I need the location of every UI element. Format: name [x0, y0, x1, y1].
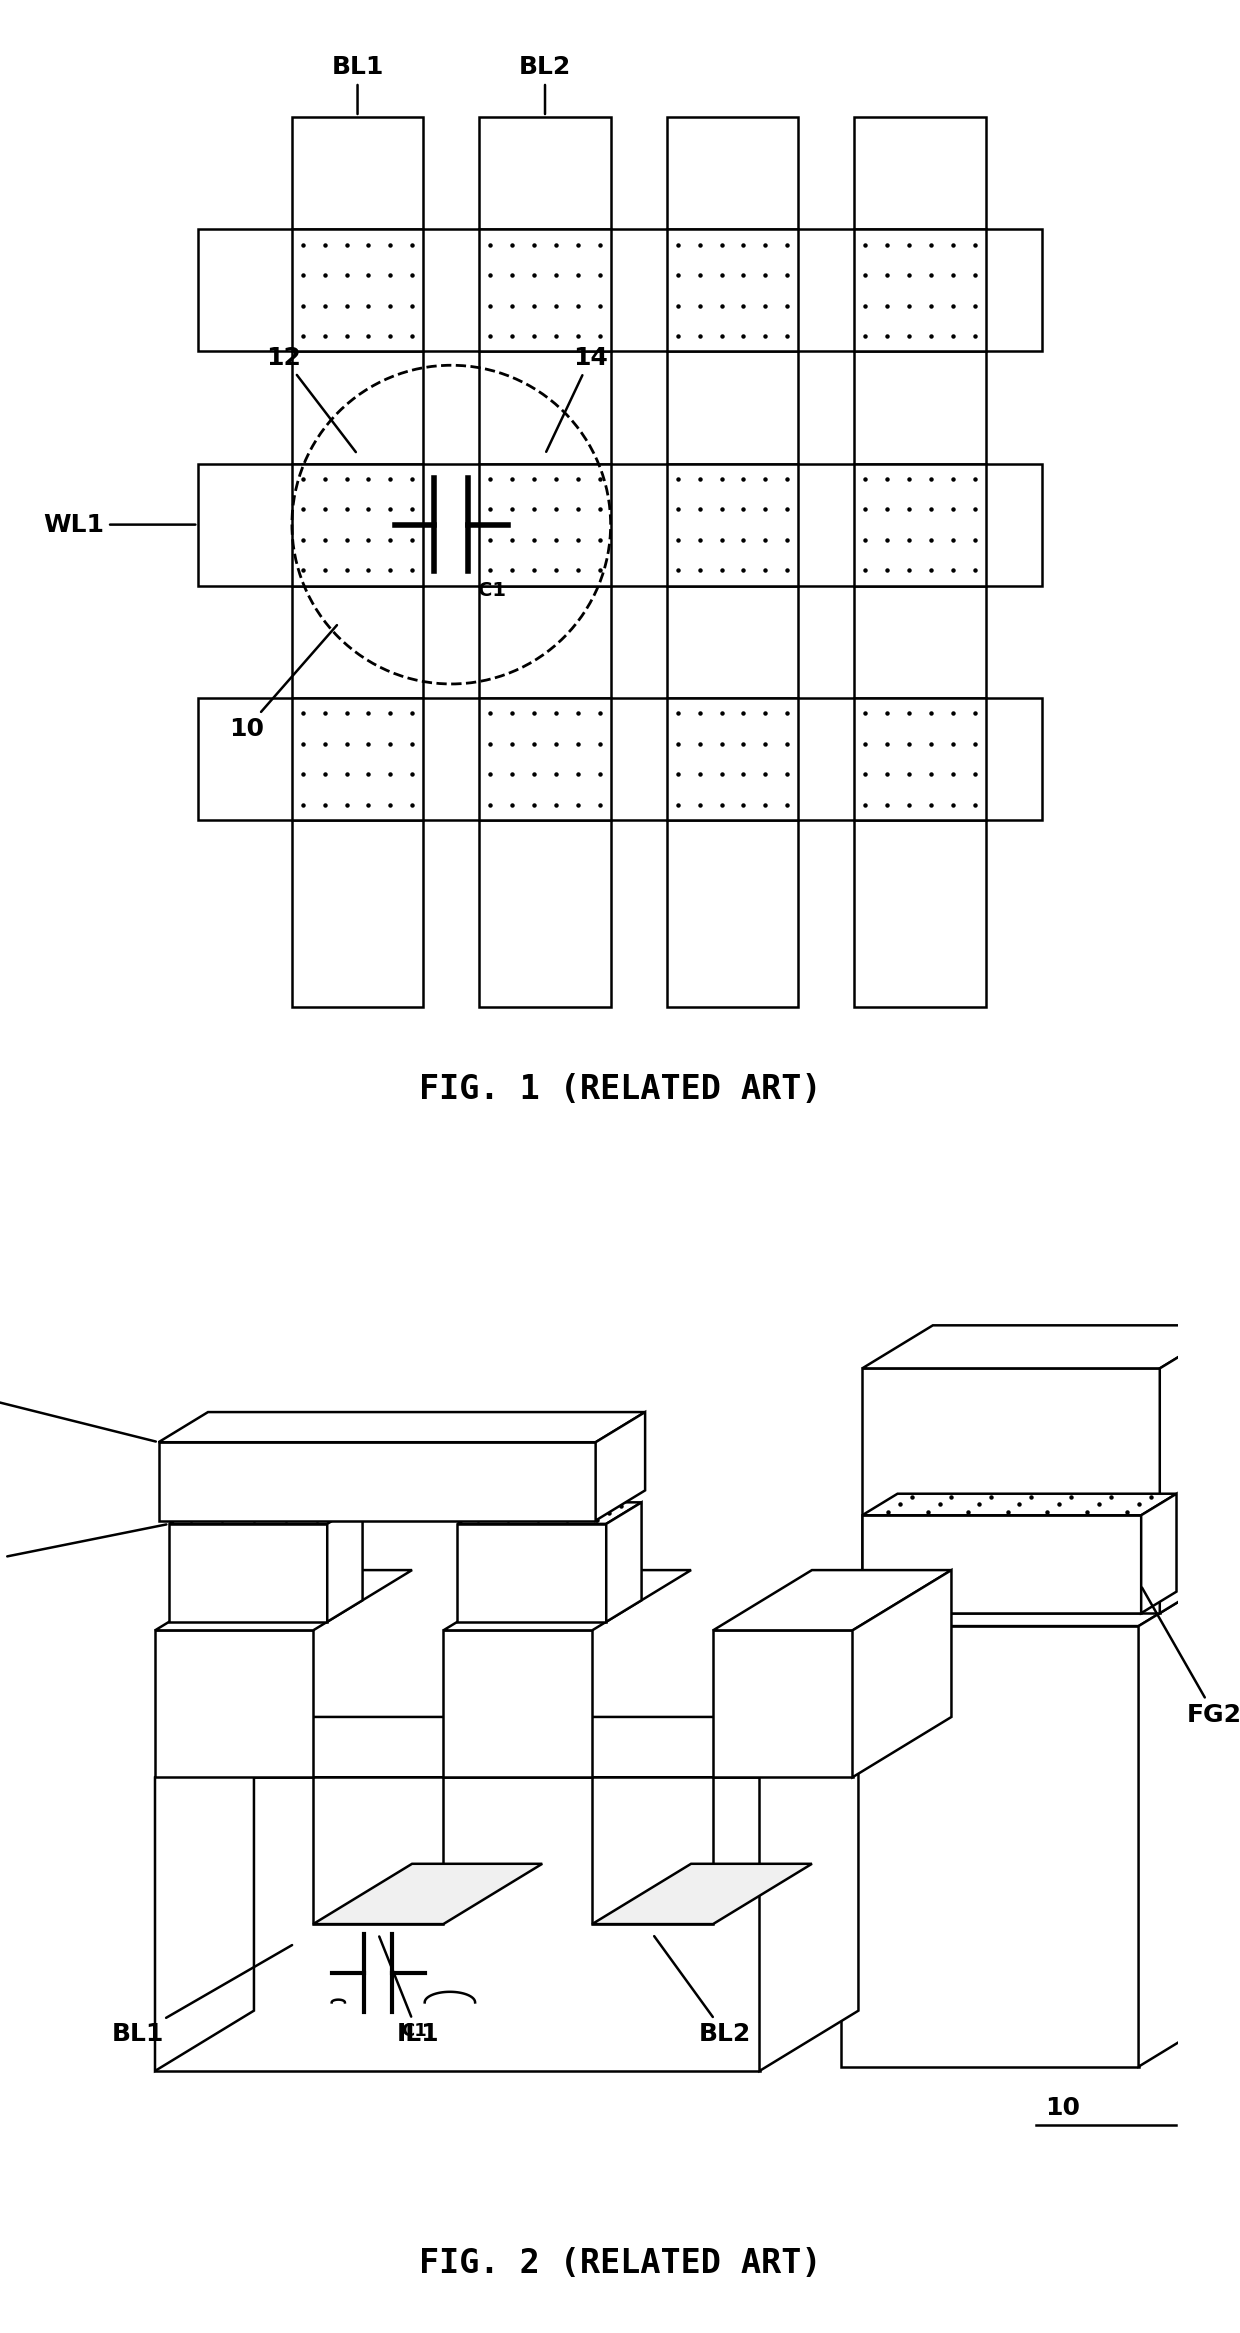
Polygon shape — [312, 1778, 444, 1925]
Polygon shape — [312, 1864, 542, 1925]
Polygon shape — [862, 1493, 1177, 1514]
Polygon shape — [1141, 1493, 1177, 1612]
Polygon shape — [444, 1570, 691, 1631]
Polygon shape — [606, 1502, 641, 1621]
Polygon shape — [759, 1717, 858, 2072]
Bar — [667, 464, 799, 586]
Bar — [291, 229, 423, 352]
Polygon shape — [841, 1626, 1138, 2067]
Bar — [291, 117, 423, 1008]
Text: CG1: CG1 — [0, 1381, 156, 1442]
Text: BL1: BL1 — [112, 1946, 293, 2046]
Polygon shape — [853, 1570, 951, 1778]
Bar — [480, 698, 610, 819]
Polygon shape — [1159, 1325, 1230, 1612]
Polygon shape — [595, 1411, 645, 1521]
Text: FIG. 1 (RELATED ART): FIG. 1 (RELATED ART) — [419, 1073, 821, 1106]
Bar — [291, 464, 423, 586]
Polygon shape — [155, 1778, 759, 2072]
Text: 14: 14 — [546, 345, 608, 453]
Polygon shape — [862, 1369, 1159, 1612]
Bar — [854, 698, 986, 819]
Polygon shape — [841, 1570, 1230, 1626]
Polygon shape — [155, 1570, 412, 1631]
Text: 12: 12 — [267, 345, 356, 453]
Polygon shape — [458, 1502, 641, 1523]
Bar — [854, 117, 986, 1008]
Text: FIG. 2 (RELATED ART): FIG. 2 (RELATED ART) — [419, 2247, 821, 2279]
Polygon shape — [155, 1717, 858, 1778]
Bar — [480, 464, 610, 586]
Text: FG1: FG1 — [0, 1523, 166, 1575]
Polygon shape — [169, 1502, 362, 1523]
Polygon shape — [862, 1514, 1141, 1612]
Text: C1: C1 — [402, 2023, 428, 2039]
Polygon shape — [862, 1325, 1230, 1369]
Text: BL2: BL2 — [655, 1936, 751, 2046]
Polygon shape — [444, 1631, 593, 1778]
Text: WL1: WL1 — [43, 513, 196, 537]
Bar — [854, 229, 986, 352]
Polygon shape — [593, 1864, 812, 1925]
Polygon shape — [327, 1502, 362, 1621]
Polygon shape — [159, 1411, 645, 1442]
Bar — [480, 117, 610, 1008]
Text: C1: C1 — [477, 581, 506, 600]
Bar — [291, 698, 423, 819]
Polygon shape — [713, 1570, 951, 1631]
Polygon shape — [458, 1523, 606, 1621]
Bar — [854, 464, 986, 586]
Text: 10: 10 — [1045, 2095, 1080, 2121]
Text: IL1: IL1 — [379, 1936, 439, 2046]
Text: FG2: FG2 — [1142, 1586, 1240, 1726]
Polygon shape — [155, 1631, 312, 1778]
Bar — [667, 117, 799, 1008]
Bar — [198, 698, 1042, 819]
Polygon shape — [593, 1778, 713, 1925]
Text: BL2: BL2 — [518, 56, 572, 114]
Bar — [198, 464, 1042, 586]
Polygon shape — [713, 1631, 853, 1778]
Polygon shape — [155, 1717, 254, 2072]
Polygon shape — [159, 1442, 595, 1521]
Text: BL1: BL1 — [331, 56, 383, 114]
Polygon shape — [1138, 1570, 1230, 2067]
Polygon shape — [169, 1523, 327, 1621]
Text: 10: 10 — [229, 625, 337, 742]
Bar — [667, 698, 799, 819]
Bar — [198, 229, 1042, 352]
Bar — [480, 229, 610, 352]
Bar — [667, 229, 799, 352]
